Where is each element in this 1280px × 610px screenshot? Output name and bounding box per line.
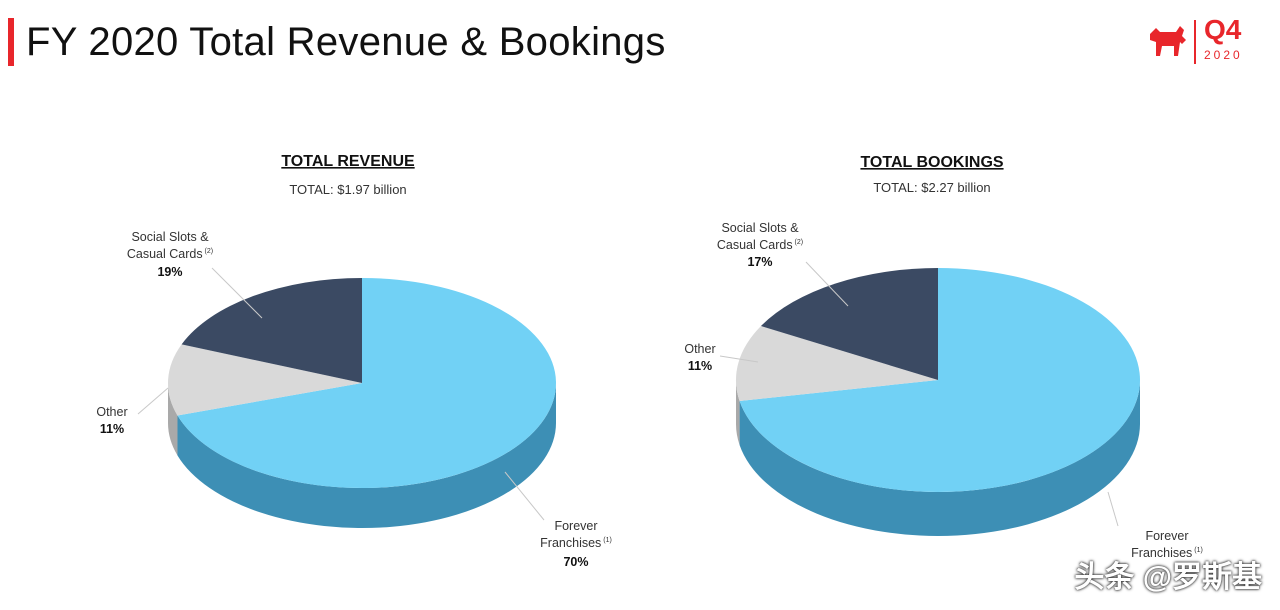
chart-title: TOTAL BOOKINGS: [860, 154, 1003, 171]
pie-slice-forever-franchises: [739, 268, 1140, 493]
leader-line: [1107, 491, 1119, 527]
pie-side-2: [736, 380, 740, 445]
leader-line: [211, 267, 263, 319]
pie-chart-2: TOTAL BOOKINGS TOTAL: $2.27 billion Foreve…: [684, 154, 1202, 560]
leader-line: [805, 261, 849, 307]
slice-label: Franchises (1): [1131, 546, 1203, 560]
title-accent-bar: [8, 18, 14, 66]
page-title: FY 2020 Total Revenue & Bookings: [26, 20, 666, 64]
slice-label: Forever: [1145, 529, 1188, 543]
leader-line: [137, 387, 169, 415]
title-bar: FY 2020 Total Revenue & Bookings: [0, 18, 900, 68]
pie-side-1: [177, 383, 556, 528]
slice-value-label: 19%: [157, 265, 182, 279]
chart-title: TOTAL REVENUE: [281, 153, 415, 170]
slice-label: Other: [96, 405, 127, 419]
slice-label: Casual Cards (2): [127, 247, 213, 261]
brand-logo: Q4 2020: [1146, 14, 1256, 66]
year-label: 2020: [1204, 48, 1243, 62]
pie-slice-forever-franchises: [177, 278, 556, 488]
slice-value-label: 11%: [100, 422, 124, 436]
leader-line: [504, 471, 545, 521]
leader-line: [719, 355, 759, 363]
pie-side-1: [739, 380, 1140, 536]
slice-value-label: 70%: [563, 555, 588, 569]
slice-label: Other: [684, 342, 715, 356]
pie-slice-social-slots-casual-cards: [181, 278, 362, 383]
logo-separator: [1194, 20, 1196, 64]
chart-subtitle: TOTAL: $2.27 billion: [873, 180, 990, 195]
slice-value-label: 11%: [688, 359, 712, 373]
slice-label: Franchises (1): [540, 536, 612, 550]
slice-label: Casual Cards (2): [717, 238, 803, 252]
pie-slice-other: [168, 344, 362, 416]
chart-subtitle: TOTAL: $1.97 billion: [289, 182, 406, 197]
pie-slice-social-slots-casual-cards: [760, 268, 938, 380]
pie-chart-1: TOTAL REVENUE TOTAL: $1.97 billion Forever…: [96, 153, 611, 569]
slice-value-label: 17%: [747, 255, 772, 269]
pie-side-2: [168, 383, 178, 456]
slice-label: Social Slots &: [131, 230, 209, 244]
quarter-label: Q4: [1204, 14, 1242, 45]
pie-slice-other: [736, 326, 938, 401]
dog-logo-icon: [1150, 26, 1186, 56]
watermark-text: 头条 @罗斯基: [1074, 561, 1262, 594]
slice-label: Forever: [554, 519, 597, 533]
slice-label: Social Slots &: [721, 221, 799, 235]
